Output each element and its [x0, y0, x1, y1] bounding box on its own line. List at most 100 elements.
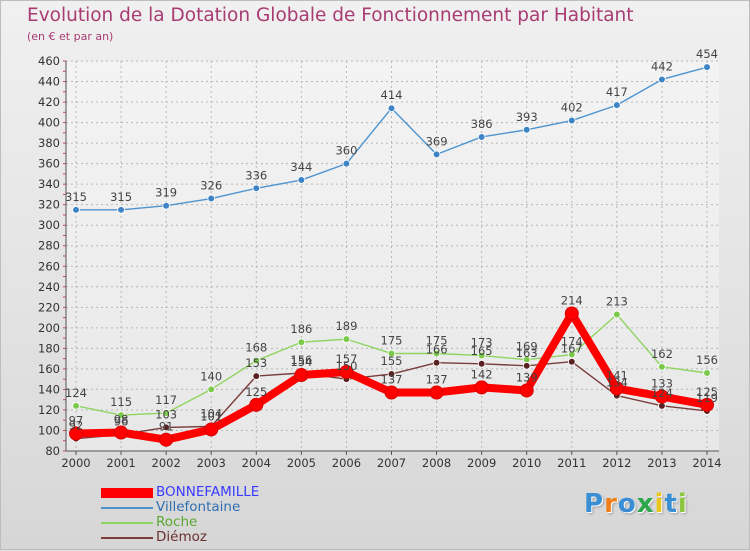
y-tick-label: 380 — [38, 136, 60, 150]
legend-item-diemoz: Diémoz — [101, 529, 361, 546]
series-bonnefamille — [69, 306, 714, 447]
data-label-bonnefamille: 97 — [69, 414, 84, 428]
data-label-villefontaine: 442 — [651, 59, 673, 73]
data-point-roche — [162, 409, 170, 417]
x-tick-label: 2008 — [422, 456, 451, 470]
data-label-villefontaine: 336 — [245, 168, 267, 182]
data-point-roche — [117, 411, 125, 419]
x-tick-label: 2003 — [197, 456, 226, 470]
x-tick-label: 2013 — [647, 456, 676, 470]
logo-letter: i — [677, 489, 688, 519]
data-point-roche — [252, 356, 261, 365]
data-label-bonnefamille: 214 — [561, 293, 583, 307]
x-tick-label: 2002 — [152, 456, 181, 470]
data-point-roche — [613, 310, 621, 319]
x-tick-label: 2007 — [377, 456, 406, 470]
logo-letter: t — [664, 489, 678, 519]
data-point-diemoz — [387, 370, 396, 378]
y-tick-label: 340 — [38, 177, 60, 191]
data-labels: 315 315 319 326 336 344 360 414 369 386 393 402 417 4… — [65, 47, 718, 434]
data-label-bonnefamille: 137 — [381, 373, 403, 387]
logo-letter: o — [617, 489, 637, 519]
data-point-bonnefamille — [654, 389, 669, 404]
data-point-villefontaine — [387, 104, 396, 113]
x-tick-label: 2000 — [61, 456, 90, 470]
data-label-diemoz: 124 — [651, 386, 673, 400]
data-label-roche: 156 — [696, 353, 718, 367]
data-point-villefontaine — [207, 194, 216, 203]
data-point-villefontaine — [477, 133, 486, 141]
data-point-villefontaine — [522, 125, 531, 134]
data-point-villefontaine — [72, 206, 80, 214]
data-label-roche: 115 — [110, 395, 132, 409]
data-point-roche — [72, 402, 80, 410]
y-tick-label: 120 — [38, 403, 60, 417]
data-label-roche: 140 — [200, 369, 222, 383]
y-tick-label: 300 — [38, 218, 60, 232]
y-tick-label: 440 — [38, 75, 60, 89]
data-label-villefontaine: 393 — [516, 110, 538, 124]
y-tick-label: 100 — [38, 423, 60, 437]
proxiti-logo: Proxiti — [584, 489, 688, 519]
x-tick-label: 2004 — [242, 456, 271, 470]
data-label-villefontaine: 417 — [606, 85, 628, 99]
data-label-diemoz: 119 — [696, 391, 718, 405]
legend-swatch — [101, 507, 153, 509]
data-label-diemoz: 134 — [606, 376, 628, 390]
data-label-diemoz: 96 — [114, 415, 129, 429]
data-point-bonnefamille — [429, 385, 444, 400]
data-label-roche: 173 — [471, 336, 493, 350]
data-point-bonnefamille — [159, 432, 174, 447]
data-label-diemoz: 163 — [516, 346, 538, 360]
x-tick-label: 2006 — [332, 456, 361, 470]
data-point-villefontaine — [297, 176, 306, 184]
chart-title: Evolution de la Dotation Globale de Fonc… — [27, 5, 634, 26]
data-point-villefontaine — [613, 101, 621, 109]
x-tick-label: 2014 — [692, 456, 721, 470]
legend-swatch — [101, 488, 153, 498]
legend-item-villefontaine: Villefontaine — [101, 499, 361, 516]
data-label-villefontaine: 386 — [471, 117, 493, 131]
data-point-villefontaine — [342, 159, 351, 168]
data-point-bonnefamille — [519, 383, 534, 398]
y-tick-label: 180 — [38, 341, 60, 355]
x-tick-label: 2005 — [287, 456, 316, 470]
data-point-roche — [207, 385, 216, 394]
data-label-diemoz: 104 — [200, 406, 222, 420]
data-label-diemoz: 155 — [381, 354, 403, 368]
data-label-bonnefamille: 125 — [696, 385, 718, 399]
data-label-roche: 175 — [381, 334, 403, 348]
data-point-bonnefamille — [69, 426, 83, 441]
data-point-bonnefamille — [339, 364, 354, 379]
legend-item-bonnefamille: BONNEFAMILLE — [101, 484, 361, 501]
data-label-roche: 175 — [426, 334, 448, 348]
data-label-diemoz: 156 — [290, 353, 312, 367]
legend: BONNEFAMILLE Villefontaine Roche Diémoz — [101, 484, 361, 546]
y-tick-label: 420 — [38, 95, 60, 109]
legend-label: Diémoz — [156, 529, 207, 545]
data-label-villefontaine: 319 — [155, 186, 177, 200]
y-tick-label: 240 — [38, 280, 60, 294]
data-label-villefontaine: 414 — [381, 88, 403, 102]
logo-letter: x — [636, 489, 655, 519]
y-tick-label: 280 — [38, 239, 60, 253]
data-point-roche — [703, 369, 711, 377]
data-point-villefontaine — [252, 184, 261, 193]
data-label-villefontaine: 344 — [290, 160, 312, 174]
data-point-bonnefamille — [700, 397, 714, 412]
data-point-roche — [477, 351, 486, 360]
data-label-bonnefamille: 139 — [516, 370, 538, 384]
data-point-diemoz — [162, 423, 170, 432]
data-point-bonnefamille — [609, 381, 624, 396]
data-point-villefontaine — [117, 206, 125, 214]
legend-swatch — [101, 537, 153, 539]
data-label-villefontaine: 315 — [65, 190, 87, 204]
legend-label: Villefontaine — [156, 499, 241, 515]
data-label-bonnefamille: 91 — [159, 420, 174, 434]
x-tick-label: 2009 — [467, 456, 496, 470]
x-tick-label: 2011 — [557, 456, 586, 470]
data-label-villefontaine: 315 — [110, 190, 132, 204]
data-label-villefontaine: 369 — [426, 134, 448, 148]
